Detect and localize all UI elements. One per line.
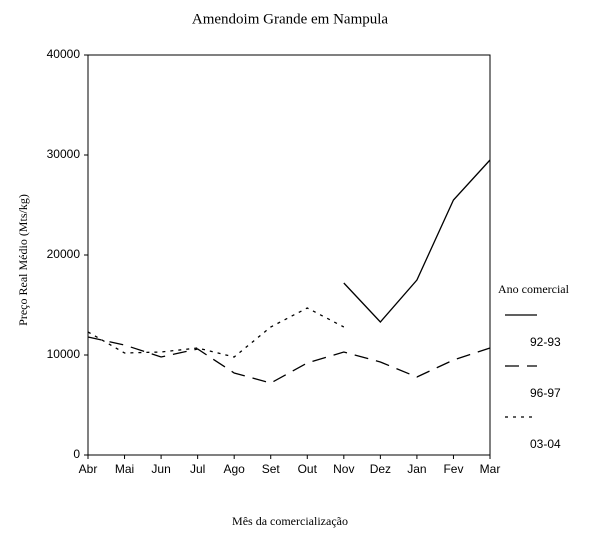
y-tick-label: 40000 [47,47,81,61]
series-line [87,307,345,358]
series-line [343,159,491,323]
y-tick-label: 0 [73,447,80,461]
x-tick-label: Abr [79,462,98,476]
series-line [87,336,491,384]
x-tick-label: Jan [407,462,426,476]
x-tick-label: Jun [151,462,170,476]
x-tick-label: Set [262,462,281,476]
x-tick-label: Out [298,462,318,476]
legend-label: 92-93 [530,335,561,349]
y-tick-label: 20000 [47,247,81,261]
x-axis-label: Mês da comercialização [232,514,348,528]
chart-title: Amendoim Grande em Nampula [192,11,389,27]
x-tick-label: Ago [224,462,246,476]
x-tick-label: Nov [333,462,354,476]
plot-frame [87,54,491,456]
y-tick-label: 10000 [47,347,81,361]
x-tick-label: Fev [443,462,463,476]
x-tick-label: Mar [480,462,501,476]
x-tick-label: Mai [115,462,134,476]
y-axis-label: Preço Real Médio (Mts/kg) [16,194,30,326]
x-tick-label: Dez [370,462,391,476]
legend-label: 03-04 [530,437,561,451]
legend-title: Ano comercial [498,282,570,296]
y-tick-label: 30000 [47,147,81,161]
legend-label: 96-97 [530,386,561,400]
x-tick-label: Jul [190,462,205,476]
